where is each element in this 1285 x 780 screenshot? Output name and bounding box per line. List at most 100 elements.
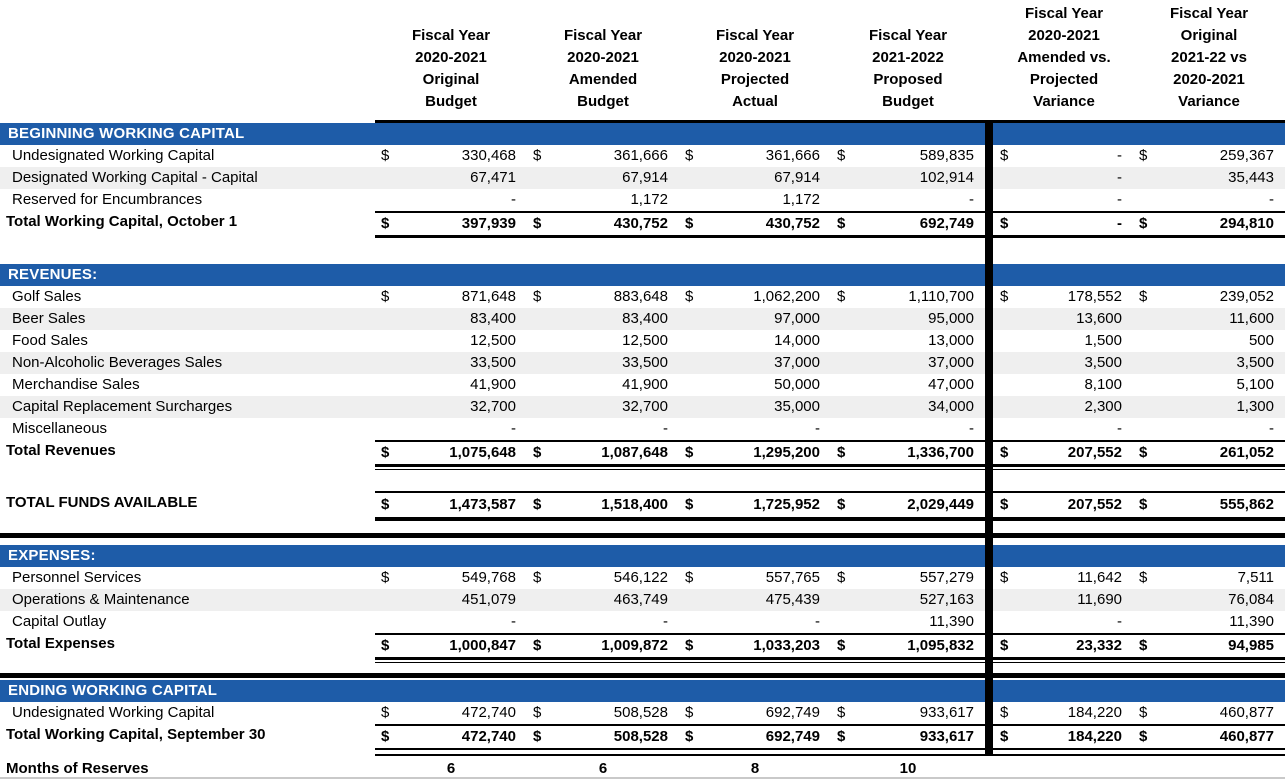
row-values: $397,939 $430,752 $430,752 $692,749 $ - $294,8… (375, 211, 1285, 235)
cell-fy2122_proposed: 10 (831, 759, 985, 779)
cell-fy2021_projected: $557,765 (679, 567, 831, 589)
cell-fy2021_amended: $508,528 (527, 726, 679, 748)
row-label: Food Sales (12, 332, 88, 349)
cell-fy2021_amended: $546,122 (527, 567, 679, 589)
dollar-sign: $ (837, 496, 846, 513)
cell-value: 83,400 (470, 310, 516, 327)
dollar-sign: $ (837, 215, 846, 232)
row-label: Capital Replacement Surcharges (12, 398, 233, 415)
dollar-sign: $ (685, 704, 694, 721)
cell-value: - (1117, 191, 1122, 208)
dollar-sign: $ (533, 637, 542, 654)
table-row-non-alcoholic-beverages-sales: Non-Alcoholic Beverages Sales 33,500 33,50… (0, 352, 1285, 374)
cell-amended_vs_projected_variance: $178,552 (985, 286, 1133, 308)
cell-value: 508,528 (613, 704, 668, 721)
cell-fy2122_proposed: - (831, 418, 985, 440)
cell-fy2021_amended: - (527, 611, 679, 633)
cell-value: 178,552 (1067, 288, 1122, 305)
cell-fy2021_original: 67,471 (375, 167, 527, 189)
cell-amended_vs_projected_variance: $184,220 (985, 702, 1133, 724)
dollar-sign: $ (381, 444, 390, 461)
cell-value: 12,500 (470, 332, 516, 349)
dollar-sign: $ (837, 704, 846, 721)
dollar-sign: $ (1000, 704, 1009, 721)
row-label: Beer Sales (12, 310, 86, 327)
cell-amended_vs_projected_variance: 1,500 (985, 330, 1133, 352)
cell-fy2021_original: $472,740 (375, 726, 527, 748)
dollar-sign: $ (1000, 637, 1009, 654)
cell-original_2122_vs_2021_variance: $261,052 (1133, 442, 1285, 464)
cell-original_2122_vs_2021_variance: $460,877 (1133, 702, 1285, 724)
cell-value: 1,295,200 (753, 444, 820, 461)
dollar-sign: $ (381, 569, 390, 586)
column-header-amended_vs_projected_variance: Fiscal Year 2020-2021 Amended vs. Projec… (1017, 5, 1111, 110)
cell-fy2021_projected: 1,172 (679, 189, 831, 211)
table-top-rule (375, 120, 1285, 123)
cell-original_2122_vs_2021_variance: $239,052 (1133, 286, 1285, 308)
column-header-fy2122_proposed: Fiscal Year 2021-2022 Proposed Budget (868, 27, 948, 110)
dollar-sign: $ (1000, 728, 1009, 745)
cell-value: 589,835 (919, 147, 974, 164)
cell-fy2021_amended: 6 (527, 759, 679, 779)
cell-fy2021_projected: 50,000 (679, 374, 831, 396)
cell-value: 50,000 (774, 376, 820, 393)
cell-value: - (1117, 169, 1122, 186)
cell-amended_vs_projected_variance: $ - (985, 213, 1133, 235)
cell-fy2021_amended: 463,749 (527, 589, 679, 611)
cell-fy2122_proposed: 47,000 (831, 374, 985, 396)
cell-value: 330,468 (461, 147, 516, 164)
row-values: 67,471 67,914 67,914 102,914 - 35,443 (375, 167, 1285, 189)
dollar-sign: $ (381, 215, 390, 232)
cell-fy2021_original: $871,648 (375, 286, 527, 308)
cell-value: - (1117, 147, 1122, 164)
table-row-capital-outlay: Capital Outlay - - - 11,390 - 11,390 (0, 611, 1285, 633)
section-header-beginning-working-capital: BEGINNING WORKING CAPITAL (0, 123, 1285, 145)
table-row-total-funds-available: TOTAL FUNDS AVAILABLE $1,473,587 $1,518,40… (0, 491, 1285, 517)
cell-fy2021_original: 6 (375, 759, 527, 779)
cell-amended_vs_projected_variance: - (985, 167, 1133, 189)
cell-value: 11,390 (1229, 613, 1274, 630)
row-label: Reserved for Encumbrances (12, 191, 203, 208)
cell-value: 33,500 (470, 354, 516, 371)
dollar-sign: $ (381, 147, 390, 164)
table-row-reserved-for-encumbrances: Reserved for Encumbrances - 1,172 1,172 - - - (0, 189, 1285, 211)
cell-value: 1,518,400 (601, 496, 668, 513)
cell-fy2021_original: 41,900 (375, 374, 527, 396)
cell-value: 2,029,449 (907, 496, 974, 513)
cell-value: 33,500 (622, 354, 668, 371)
column-header-fy2021_amended: Fiscal Year 2020-2021 Amended Budget (563, 27, 643, 110)
cell-value: 546,122 (613, 569, 668, 586)
cell-fy2021_original: - (375, 611, 527, 633)
cell-amended_vs_projected_variance: 2,300 (985, 396, 1133, 418)
cell-value: 463,749 (613, 591, 668, 608)
row-values: 83,400 83,400 97,000 95,000 13,600 11,600 (375, 308, 1285, 330)
table-row-total-revenues: Total Revenues $1,075,648 $1,087,648 $1,295… (0, 440, 1285, 464)
cell-fy2122_proposed: 37,000 (831, 352, 985, 374)
table-row-beer-sales: Beer Sales 83,400 83,400 97,000 95,000 13,600… (0, 308, 1285, 330)
cell-value: 41,900 (622, 376, 668, 393)
cell-fy2122_proposed: $2,029,449 (831, 493, 985, 517)
cell-fy2122_proposed: $933,617 (831, 726, 985, 748)
cell-fy2021_original: 33,500 (375, 352, 527, 374)
dollar-sign: $ (1139, 637, 1148, 654)
table-row-undesignated-working-capital: Undesignated Working Capital $330,468 $361… (0, 145, 1285, 167)
row-label: Non-Alcoholic Beverages Sales (12, 354, 223, 371)
cell-value: 207,552 (1067, 496, 1122, 513)
dollar-sign: $ (837, 288, 846, 305)
row-values: - - - 11,390 - 11,390 (375, 611, 1285, 633)
dollar-sign: $ (533, 704, 542, 721)
table-row-operations-maintenance: Operations & Maintenance 451,079 463,749 47… (0, 589, 1285, 611)
table-row-miscellaneous: Miscellaneous - - - - - - (0, 418, 1285, 440)
cell-value: 35,443 (1228, 169, 1274, 186)
cell-value: 1,062,200 (753, 288, 820, 305)
cell-fy2021_amended: - (527, 418, 679, 440)
cell-fy2021_amended: 41,900 (527, 374, 679, 396)
total-underline (375, 235, 1285, 238)
cell-amended_vs_projected_variance: 11,690 (985, 589, 1133, 611)
cell-value: 5,100 (1236, 376, 1274, 393)
row-values: $549,768 $546,122 $557,765 $557,279 $11,642 $… (375, 567, 1285, 589)
cell-fy2021_amended: $430,752 (527, 213, 679, 235)
dollar-sign: $ (381, 704, 390, 721)
cell-value: 76,084 (1228, 591, 1274, 608)
column-divider (985, 120, 993, 756)
